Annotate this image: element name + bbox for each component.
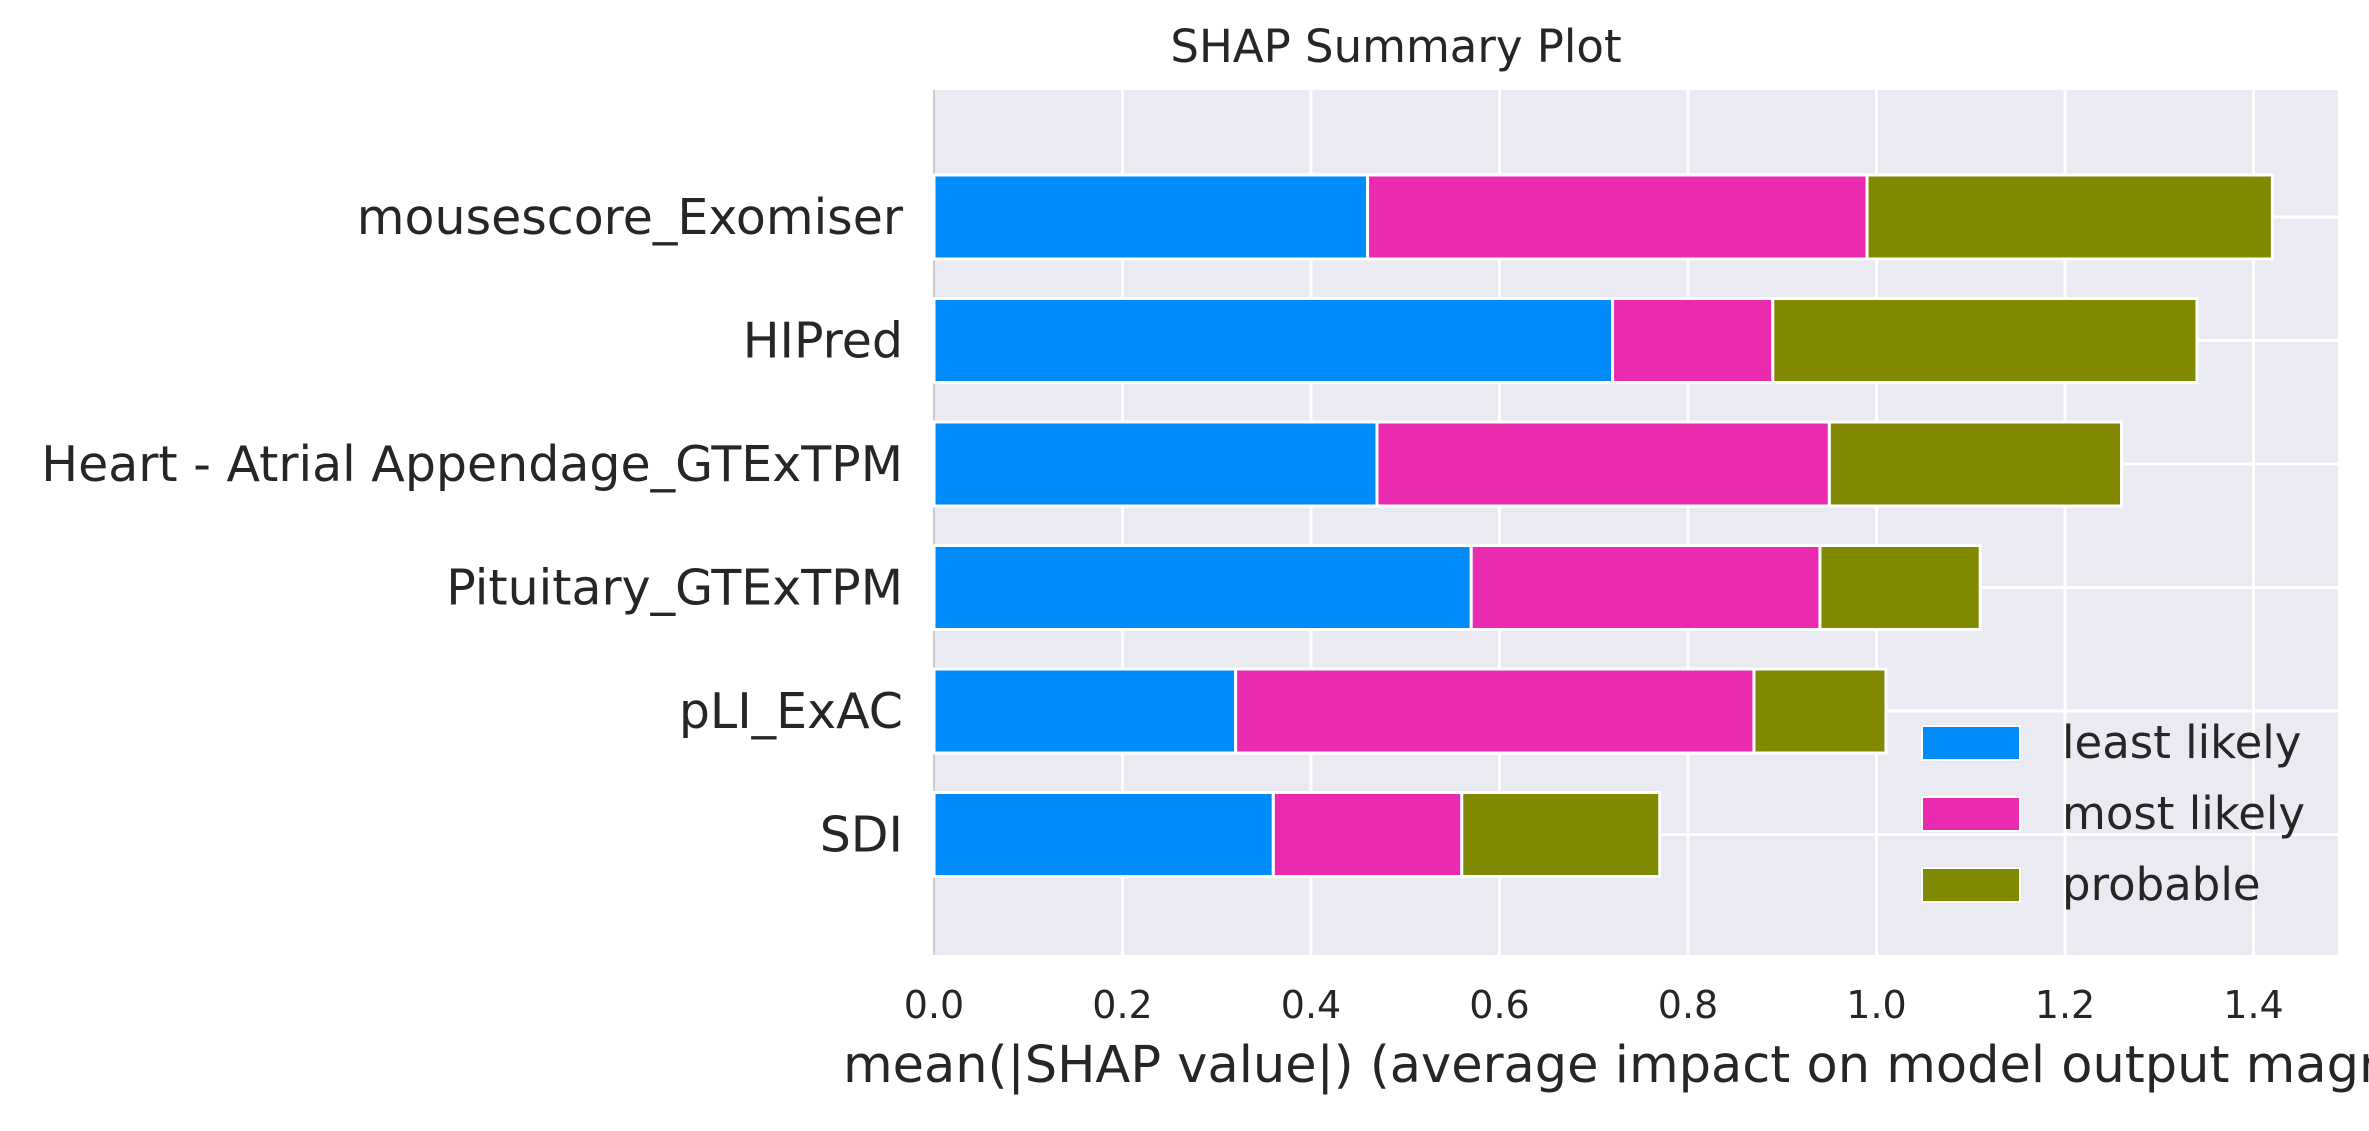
y-tick-label: pLI_ExAC [679, 683, 903, 740]
legend-swatch [1921, 796, 2021, 832]
legend-label: probable [2062, 858, 2261, 911]
bar-segment [932, 667, 1238, 755]
bar-segment [1752, 667, 1888, 755]
bar-segment [1460, 791, 1662, 878]
chart-title: SHAP Summary Plot [1170, 20, 1621, 73]
bar-segment [1611, 297, 1775, 384]
y-tick-label: mousescore_Exomiser [357, 189, 904, 246]
legend-swatch [1921, 725, 2021, 761]
bar-segment [1771, 297, 2199, 384]
x-tick-label: 0.2 [1092, 983, 1152, 1027]
x-tick-label: 0.4 [1281, 983, 1341, 1027]
bar-segment [932, 791, 1275, 878]
x-tick-label: 1.2 [2035, 983, 2095, 1027]
legend-label: most likely [2062, 787, 2305, 840]
bar-segment [1375, 420, 1831, 508]
bar-layer [932, 173, 2274, 878]
bar-segment [932, 420, 1379, 508]
y-tick-label: SDI [820, 807, 903, 864]
y-tick-labels: mousescore_Exomiser HIPred Heart - Atrial … [41, 189, 904, 864]
bar-segment [1366, 173, 1869, 261]
y-tick-label: Pituitary_GTExTPM [446, 560, 903, 617]
bar-segment [1469, 544, 1822, 631]
bar-segment [932, 297, 1615, 384]
x-tick-labels: 0.0 0.2 0.4 0.6 0.8 1.0 1.2 1.4 [904, 983, 2284, 1027]
bar-segment [1234, 667, 1756, 755]
x-tick-label: 0.0 [904, 983, 964, 1027]
bar-segment [932, 544, 1473, 631]
legend-swatch [1921, 867, 2021, 903]
y-tick-label: HIPred [743, 313, 903, 370]
y-tick-label: Heart - Atrial Appendage_GTExTPM [41, 436, 903, 493]
x-tick-label: 0.8 [1658, 983, 1718, 1027]
bar-segment [932, 173, 1370, 261]
x-axis-label: mean(|SHAP value|) (average impact on mo… [843, 1036, 2369, 1095]
bar-segment [1271, 791, 1464, 878]
x-tick-label: 1.4 [2223, 983, 2283, 1027]
x-tick-label: 0.6 [1469, 983, 1529, 1027]
bar-segment [1818, 544, 1982, 631]
bar-segment [1827, 420, 2124, 508]
legend: least likely most likely probable [1921, 716, 2305, 911]
legend-label: least likely [2062, 716, 2301, 769]
x-tick-label: 1.0 [1846, 983, 1906, 1027]
bar-segment [1865, 173, 2274, 261]
